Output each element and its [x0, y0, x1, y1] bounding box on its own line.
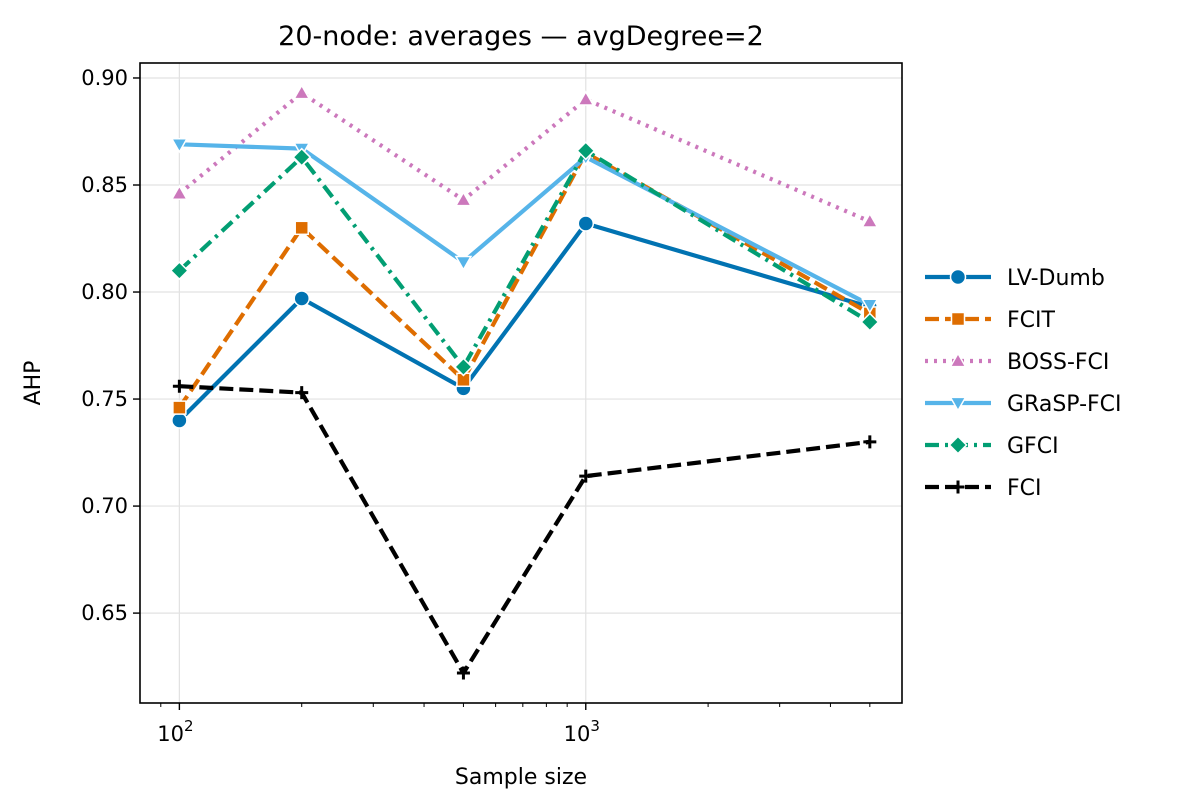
data-point [172, 400, 187, 415]
data-point [172, 379, 186, 393]
series-gfci [169, 141, 880, 377]
data-point [454, 190, 473, 207]
y-tick-label: 0.85 [81, 173, 128, 197]
x-axis-label: Sample size [455, 765, 587, 790]
y-axis-label: AHP [21, 361, 46, 406]
legend-marker [949, 351, 967, 368]
y-tick-label: 0.75 [81, 387, 128, 411]
data-point [292, 83, 311, 100]
series-fci [172, 379, 877, 680]
data-point [456, 666, 470, 680]
series-line [177, 148, 871, 370]
data-point [579, 469, 593, 483]
x-tick-label: 102 [157, 717, 193, 746]
legend-entry: BOSS-FCI [925, 350, 1109, 375]
x-tick-label: 103 [564, 717, 600, 746]
y-tick-label: 0.80 [81, 280, 128, 304]
series-layer [169, 83, 880, 680]
data-point [292, 147, 312, 167]
data-point [577, 215, 595, 232]
x-tick-label-exponent: 2 [184, 717, 194, 735]
legend-marker [951, 480, 965, 494]
legend-marker [948, 435, 968, 455]
data-point [170, 137, 189, 154]
data-point [576, 90, 595, 106]
legend-label: GRaSP-FCI [1007, 392, 1122, 417]
y-tick-label: 0.65 [81, 601, 128, 625]
grid [140, 63, 902, 703]
data-point [454, 255, 473, 272]
y-tick-label: 0.70 [81, 494, 128, 518]
x-tick-label-base: 10 [157, 722, 184, 746]
data-point [169, 261, 189, 281]
x-tick-label-base: 10 [564, 722, 591, 746]
plot-frame [139, 62, 903, 704]
legend-label: FCIT [1007, 308, 1056, 333]
data-point [295, 386, 309, 400]
legend-marker [949, 396, 967, 413]
legend-entry: FCI [925, 476, 1042, 501]
legend-label: LV-Dumb [1007, 266, 1105, 291]
legend-entry: GRaSP-FCI [925, 392, 1122, 417]
legend-label: GFCI [1007, 434, 1059, 459]
data-point [861, 298, 879, 314]
legend-entry: FCIT [925, 308, 1056, 333]
x-tick-label-exponent: 3 [590, 717, 600, 735]
y-tick-label: 0.90 [81, 66, 128, 90]
legend-label: BOSS-FCI [1007, 350, 1109, 375]
data-point [576, 141, 596, 161]
series-boss-fci [170, 83, 879, 228]
legend-marker [949, 268, 967, 286]
legend-entry: GFCI [925, 434, 1059, 459]
data-point [170, 184, 189, 200]
legend-label: FCI [1007, 476, 1042, 501]
data-point [293, 290, 310, 307]
data-point [294, 220, 309, 236]
data-point [863, 435, 877, 449]
chart-title: 20-node: averages — avgDegree=2 [278, 21, 764, 52]
data-point [860, 312, 880, 332]
data-point [453, 357, 473, 377]
legend-entry: LV-Dumb [925, 266, 1105, 291]
data-point [171, 412, 188, 429]
data-point [861, 212, 879, 228]
legend: LV-Dumb FCIT BOSS-FCI GRaSP-FCI GFCI FCI [925, 266, 1122, 501]
legend-marker [950, 311, 966, 327]
